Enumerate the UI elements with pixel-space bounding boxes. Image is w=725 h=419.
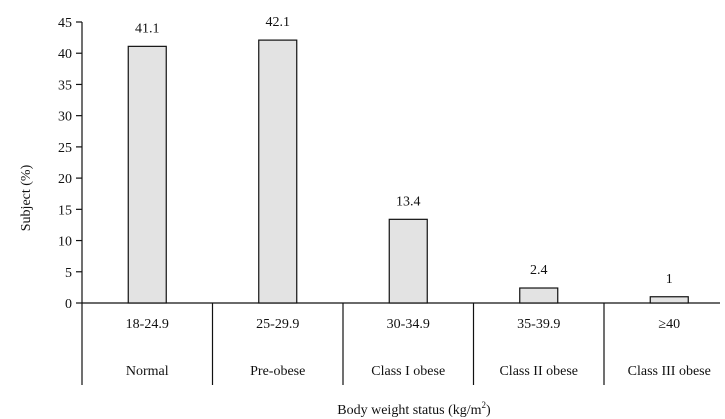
bar-value-label: 1 bbox=[666, 272, 673, 287]
x-tick-label: 18-24.9 bbox=[126, 317, 169, 332]
x-axis-label-main: Body weight status (kg/m bbox=[337, 403, 481, 418]
y-tick-label: 35 bbox=[58, 78, 72, 93]
y-tick-label: 10 bbox=[58, 235, 72, 250]
x-tick-label: 30-34.9 bbox=[387, 317, 430, 332]
x-tick-label: 35-39.9 bbox=[517, 317, 560, 332]
plot-area: 0 5 10 15 20 25 30 35 40 45 41.1 18-24.9 Normal 42.1 2… bbox=[58, 15, 720, 385]
y-tick-label: 0 bbox=[65, 297, 72, 312]
x-tick-label: ≥40 bbox=[658, 317, 680, 332]
x-axis-label: Body weight status (kg/m2) bbox=[337, 400, 491, 418]
bar-value-label: 41.1 bbox=[135, 21, 160, 36]
bar bbox=[649, 296, 689, 304]
bar-value-label: 2.4 bbox=[530, 263, 548, 278]
y-tick-label: 5 bbox=[65, 266, 72, 281]
bar bbox=[388, 218, 428, 304]
y-tick-label: 40 bbox=[58, 47, 72, 62]
y-tick-label: 25 bbox=[58, 141, 72, 156]
x-tick-label: 25-29.9 bbox=[256, 317, 299, 332]
bar bbox=[127, 45, 167, 304]
y-axis-label: Subject (%) bbox=[19, 164, 34, 231]
y-tick-label: 45 bbox=[58, 16, 72, 31]
y-tick-label: 15 bbox=[58, 203, 72, 218]
category-group-label: Pre-obese bbox=[250, 364, 305, 379]
x-axis-label-close: ) bbox=[486, 403, 491, 418]
y-tick-label: 20 bbox=[58, 172, 72, 187]
category-group-label: Class III obese bbox=[628, 364, 711, 379]
x-axis-label-superscript: 2 bbox=[482, 400, 487, 410]
category-group-label: Class II obese bbox=[499, 364, 578, 379]
category-group-label: Class I obese bbox=[371, 364, 445, 379]
y-tick-label: 30 bbox=[58, 110, 72, 125]
bar-value-label: 13.4 bbox=[396, 194, 421, 209]
bar-value-label: 42.1 bbox=[266, 15, 291, 30]
bar bbox=[519, 287, 559, 304]
category-group-label: Normal bbox=[126, 364, 169, 379]
bar bbox=[258, 39, 298, 304]
